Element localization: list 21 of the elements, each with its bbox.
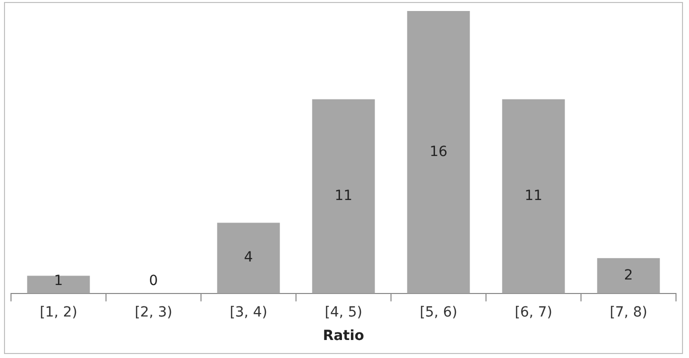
bar xyxy=(502,99,565,294)
data-label: 16 xyxy=(430,144,448,160)
data-label: 11 xyxy=(334,188,352,204)
bar xyxy=(217,222,280,294)
x-tick-label: [1, 2) xyxy=(40,304,78,320)
data-label: 1 xyxy=(54,273,63,290)
data-label: 4 xyxy=(244,250,254,266)
bar xyxy=(27,276,90,294)
data-label: 11 xyxy=(524,188,542,204)
bar xyxy=(407,11,470,294)
data-label: 0 xyxy=(149,273,158,290)
x-tick-label: [4, 5) xyxy=(324,304,362,320)
bar xyxy=(597,258,660,294)
bar xyxy=(312,99,375,294)
x-tick-label: [3, 4) xyxy=(230,304,268,320)
data-label: 2 xyxy=(624,267,633,284)
x-tick-label: [6, 7) xyxy=(514,304,552,320)
x-tick-label: [5, 6) xyxy=(420,304,458,320)
x-tick-label: [7, 8) xyxy=(610,304,648,320)
x-tick-label: [2, 3) xyxy=(134,304,172,320)
x-axis-title: Ratio xyxy=(322,328,365,344)
